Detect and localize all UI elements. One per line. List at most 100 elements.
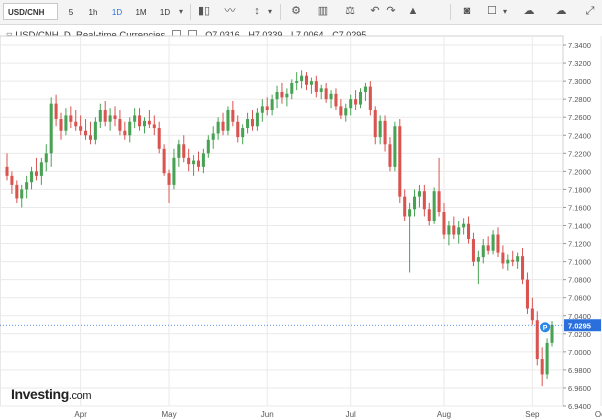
alert-bell-icon[interactable]: ▲ [407,5,419,17]
candle [128,117,132,143]
undo-icon[interactable]: ↶ [370,5,380,17]
candle [314,75,318,98]
candle [123,121,127,140]
candle [221,112,225,136]
candle [530,297,534,325]
candle [471,232,475,267]
candle-body [467,223,471,240]
chevron-down-icon[interactable]: ▾ [502,7,507,16]
y-tick-label: 7.3400 [568,41,591,50]
candle-body [246,119,250,129]
x-tick-label: Oct [595,410,602,419]
fullscreen-icon[interactable]: ⤢ [585,5,595,17]
candle-body [540,359,544,375]
y-tick-label: 7.0000 [568,348,591,357]
candle [113,106,117,127]
redo-icon[interactable]: ↷ [386,5,396,17]
candle-body [471,239,475,262]
candle-body [118,119,122,131]
candle [324,82,328,103]
y-tick-label: 7.2000 [568,167,591,176]
layout-square-icon[interactable]: ☐ [487,5,497,17]
candle [329,90,333,109]
candle-body [304,75,309,85]
x-tick-label: Apr [74,410,87,419]
candle-body [103,110,107,122]
candle-body [521,256,525,280]
candle-body [339,106,343,116]
candle-body [216,121,220,134]
candle-body [206,139,210,154]
x-tick-label: Jun [261,410,274,419]
candle [147,110,151,129]
gear-icon[interactable]: ⚙ [291,5,301,17]
candle-body [383,120,387,145]
candle [142,117,146,134]
candle [79,115,83,136]
chart-toolbar: USD/CNH 5 1h 1D 1M 1D ▾ ▮▯ 〰 ↕ ▾ ⚙ ▥ ⚖ ↶… [0,0,602,25]
candle-body [167,173,171,185]
scales-icon[interactable]: ⚖ [345,5,355,17]
candle [398,119,402,203]
candle [545,338,549,379]
candle-body [285,93,289,98]
candle-body [398,126,402,197]
candle-body [462,223,466,228]
chevron-down-icon[interactable]: ▾ [178,7,183,16]
candle [182,135,186,163]
candle-body [368,86,372,110]
candle-body [393,126,397,167]
candle [187,148,191,172]
candle [44,144,48,172]
candle-body [275,91,279,100]
indicators-icon[interactable]: 〰 [224,5,236,17]
symbol-search-input[interactable]: USD/CNH [3,3,58,20]
candle [290,79,294,100]
interval-5-button[interactable]: 5 [68,8,74,17]
templates-icon[interactable]: ▥ [317,5,329,17]
cloud-load-icon[interactable]: ☁ [555,5,567,17]
candles-icon[interactable]: ▮▯ [197,5,211,17]
candle-body [255,112,259,127]
candle [88,121,92,145]
candle [437,157,441,217]
candle-body [241,128,245,138]
camera-icon[interactable]: ◙ [463,5,471,17]
candle [501,245,505,269]
position-marker-icon [540,322,551,333]
candle [211,126,215,149]
candle [432,187,436,224]
candle-body [344,108,348,116]
candle [34,157,38,181]
compare-icon[interactable]: ↕ [254,5,260,17]
interval-1m-button[interactable]: 1M [135,8,147,17]
candle [393,121,397,172]
candle-body [20,189,24,199]
candle [59,112,63,140]
candle [535,311,539,366]
candlestick-chart[interactable]: 7.3400 7.3200 7.3000 7.2800 7.2600 7.2400 7.22… [0,24,602,420]
candle-body [491,234,495,251]
candle [206,135,210,158]
candle [25,175,29,199]
candle-body [93,121,97,140]
interval-custom-button[interactable]: 1D [159,8,171,17]
candle-body [408,209,412,217]
candle-body [172,157,176,185]
candle [521,248,525,285]
candle [201,148,205,174]
candle [309,77,313,94]
candle [300,70,304,89]
candle [388,137,392,172]
candle-body [300,75,304,82]
candle [138,108,142,131]
candle-body [138,115,142,127]
cloud-save-icon[interactable]: ☁ [523,5,535,17]
candle-body [236,121,240,138]
interval-1d-button[interactable]: 1D [111,8,123,17]
interval-1h-button[interactable]: 1h [88,8,98,17]
candle-body [363,86,367,92]
candle-body [187,157,191,165]
ohlc-close: C7.0295 [332,30,367,40]
chevron-down-icon[interactable]: ▾ [267,7,272,16]
